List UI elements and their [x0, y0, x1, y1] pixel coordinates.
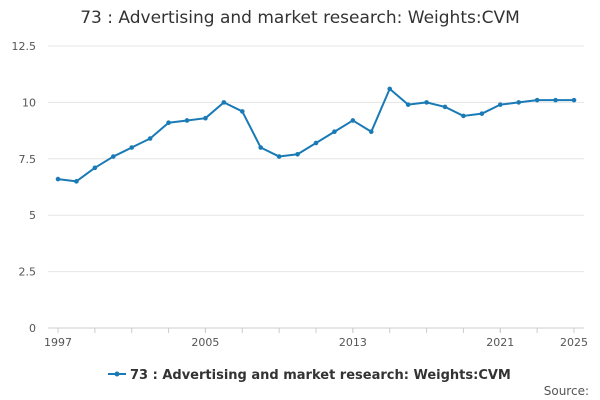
- data-point[interactable]: [461, 113, 466, 119]
- data-point[interactable]: [184, 118, 190, 123]
- data-point[interactable]: [368, 129, 374, 135]
- data-point[interactable]: [424, 100, 429, 105]
- legend[interactable]: 73 : Advertising and market research: We…: [108, 368, 511, 383]
- axes: 0 2.5 5 7.5 10 12.5 1997 2005 2013 2021 2025: [12, 40, 589, 349]
- x-tick-label: 2005: [191, 336, 219, 349]
- x-tick-label: 2013: [339, 336, 367, 349]
- y-tick-label: 5: [29, 209, 36, 222]
- data-point[interactable]: [387, 86, 393, 92]
- data-point[interactable]: [479, 111, 485, 116]
- x-tick-label: 1997: [44, 336, 72, 349]
- data-point[interactable]: [350, 118, 356, 123]
- data-point[interactable]: [295, 151, 300, 157]
- legend-label: 73 : Advertising and market research: We…: [130, 368, 511, 383]
- data-point[interactable]: [239, 109, 245, 114]
- data-point[interactable]: [129, 145, 135, 150]
- grid-lines: [48, 45, 584, 273]
- data-point[interactable]: [166, 120, 171, 126]
- data-point[interactable]: [313, 140, 319, 146]
- data-point[interactable]: [516, 100, 522, 105]
- data-point[interactable]: [74, 179, 79, 184]
- data-point[interactable]: [497, 102, 503, 107]
- series-layer: [55, 86, 577, 184]
- data-point[interactable]: [442, 104, 448, 110]
- data-point[interactable]: [276, 154, 282, 159]
- data-point[interactable]: [332, 129, 337, 135]
- x-tick-label: 2025: [560, 336, 588, 349]
- legend-swatch-dot: [114, 371, 120, 377]
- source-label: Source:: [544, 384, 589, 398]
- y-tick-label: 12.5: [12, 40, 37, 53]
- y-tick-label: 7.5: [19, 153, 37, 166]
- data-point[interactable]: [258, 145, 264, 150]
- y-tick-label: 10: [22, 96, 36, 109]
- y-tick-label: 2.5: [19, 266, 37, 279]
- data-point[interactable]: [534, 97, 540, 103]
- data-point[interactable]: [571, 97, 577, 103]
- data-point[interactable]: [221, 100, 227, 105]
- data-point[interactable]: [203, 115, 208, 121]
- data-point[interactable]: [92, 165, 98, 171]
- data-point[interactable]: [147, 136, 153, 141]
- data-point[interactable]: [55, 176, 61, 182]
- x-tick-label: 2021: [486, 336, 514, 349]
- data-point[interactable]: [553, 97, 558, 103]
- y-tick-label: 0: [29, 322, 36, 335]
- data-point[interactable]: [110, 154, 116, 159]
- chart-title: 73 : Advertising and market research: We…: [80, 8, 520, 28]
- data-point[interactable]: [405, 102, 411, 107]
